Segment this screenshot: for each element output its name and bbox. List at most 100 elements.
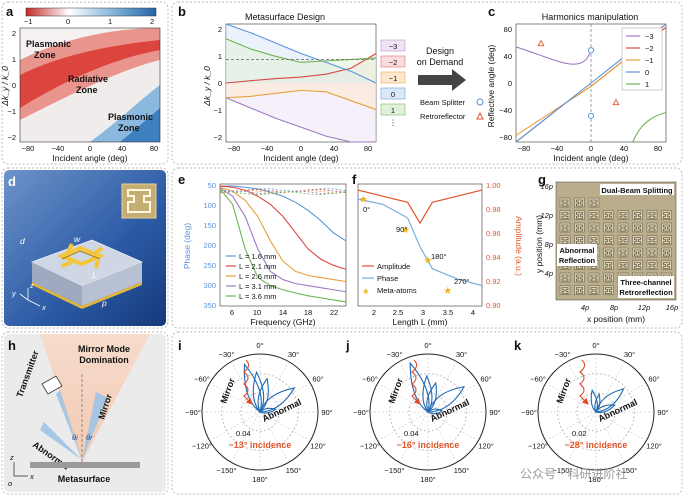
angle-label: 180° [420,475,436,484]
series-line [225,89,377,111]
angle-label: 180° [252,475,268,484]
x-tick: 6 [230,308,234,317]
y-tick: −2 [213,133,222,142]
y-tick-right: 0.94 [486,253,501,262]
zone-label: Plasmonic [108,112,153,122]
x-tick: 40 [118,144,126,153]
mirror-lobe-label: Mirror [554,376,572,404]
panel-e: e 50 100 150 200 250 300 350 Phase (deg)… [178,172,347,327]
series-line [632,111,667,143]
angle-label: −120° [360,442,380,451]
beam-splitter-point [587,112,595,119]
panel-c: c Harmonics manipulation 80 40 0 −40 −80… [486,4,667,163]
meta-atom-cell [632,210,643,220]
phase-annotation: 0° [363,205,370,214]
angle-label: 120° [478,442,494,451]
legend-entry: −1 [645,56,654,65]
meta-atom-cell [603,235,614,245]
y-tick: 250 [203,261,216,270]
radiation-lobe [422,374,433,413]
phase-line [357,198,483,287]
meta-atom-cell [574,235,585,245]
plot-area [357,183,483,307]
polar-plots: 0° 30° −30° 60° −60° 90° −90° 120° −120° 150° −150… [185,341,669,484]
meta-atom-cell [617,210,629,220]
meta-atom-cell [559,197,571,208]
panel-label-g: g [538,172,546,187]
metasurface-strip [30,462,140,468]
polar-plot-k: 0° 30° −30° 60° −60° 90° −90° 120° −120° 150° −150… [521,341,669,484]
y-tick: 2 [12,29,16,38]
watermark: 公众号 · 科研进阶社 [520,466,627,481]
x-tick: 14 [279,308,287,317]
polar-spoke [377,382,429,413]
angle-label: −60° [362,375,378,384]
polar-ring [557,373,635,451]
panel-a-frame [1,1,169,165]
series-line [225,23,377,84]
meta-atom-cell [559,222,571,233]
chart-title: Harmonics manipulation [542,12,639,22]
amplitude-line [357,189,483,225]
x-axis-label: Incident angle (deg) [553,153,628,163]
panel-label-f: f [352,172,357,187]
y-tick-right: 0.90 [486,301,501,310]
incident-wave-arrow-icon [411,359,421,405]
angle-label: −150° [553,466,573,475]
label: θr [86,433,93,442]
meta-atom-cell [588,210,600,220]
polar-spoke [427,411,458,463]
radiation-lobe [257,377,269,413]
axis-label: y [11,289,17,298]
beam-splitter-marker-icon [476,98,484,106]
y-axis-label-right: Amplitude (a.u.) [514,216,524,276]
mirror-lobe-label: Mirror [386,376,404,404]
angle-label: 150° [622,466,638,475]
substrate-side [32,262,82,306]
polar-plot-i: 0° 30° −30° 60° −60° 90° −90° 120° −120° 150° −150… [185,341,333,484]
polar-spoke [209,382,261,413]
x-tick: 3 [421,308,425,317]
x-axis-label: Incident angle (deg) [263,153,338,163]
angle-label: 90° [657,408,668,417]
axis-label: z [29,281,34,290]
meta-atom-icon: ★ [362,286,370,296]
meta-atom-cell [603,222,614,233]
retroreflector-point [612,98,620,106]
y-axis-label: Reflective angle (deg) [486,44,496,127]
x-tick: 2.5 [393,308,403,317]
legend-entry: 1 [645,80,649,89]
y-tick: 12p [540,211,553,220]
label: Domination [79,355,129,365]
x-tick: −40 [261,144,274,153]
y-tick: −1 [213,106,222,115]
y-tick: 200 [203,241,216,250]
y-tick: 0 [508,79,512,88]
phase-annotation: 180° [431,252,447,261]
angle-label: 30° [456,350,467,359]
polar-spoke [545,411,597,442]
panel-label-i: i [178,338,182,353]
legend-entry: Amplitude [377,262,410,271]
panel-f-curves: ★ ★ ★ ★ [357,189,483,297]
series-area [226,38,376,83]
legend-entry: L = 3.1 mm [239,282,276,291]
panel-h-frame [1,331,169,495]
panel-label-c: c [488,4,495,19]
panel-e-legend: L = 1.6 mm L = 2.1 mm L = 2.6 mm L = 3.1… [226,252,276,301]
plot-area [219,183,347,307]
y-tick: 8p [545,240,553,249]
angle-label: −150° [385,466,405,475]
x-tick: −80 [228,144,241,153]
y-tick: −40 [499,106,512,115]
beam-splitter-label: Beam Splitter [420,98,466,107]
axis-y [19,293,29,301]
x-tick: 4p [581,303,589,312]
polar-spoke [398,361,429,413]
x-axis-label: x position (mm) [587,314,645,324]
legend-entry: 0 [645,68,649,77]
legend-entry: −3 [645,32,654,41]
x-axis-label: Incident angle (deg) [52,153,127,163]
label: Mirror Mode [78,344,130,354]
y-tick: −80 [499,133,512,142]
